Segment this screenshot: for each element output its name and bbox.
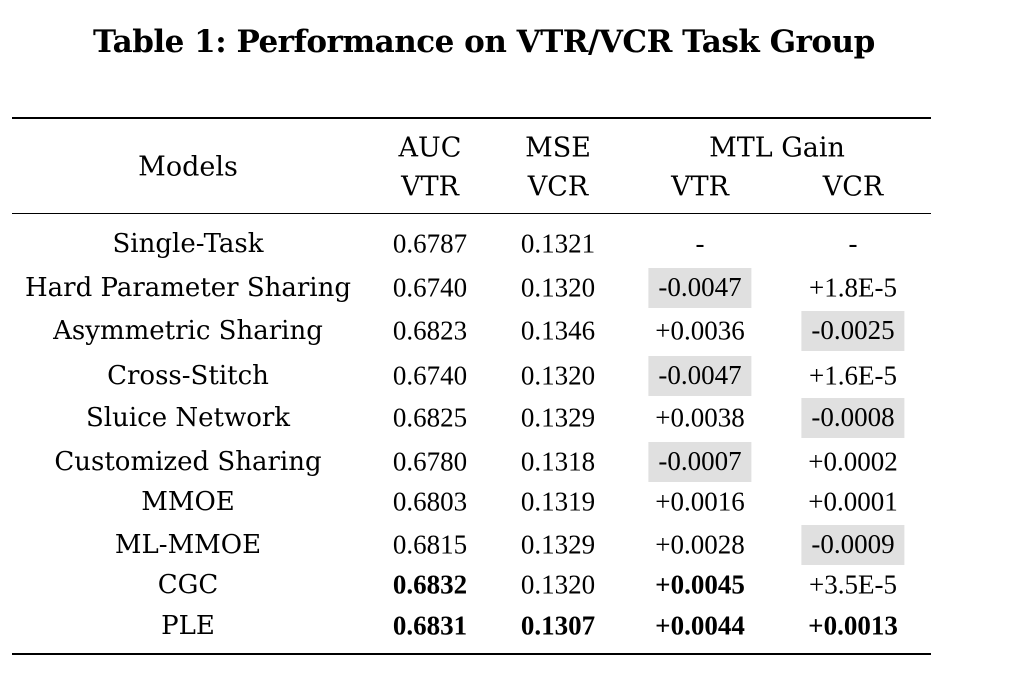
mse-value: 0.1346 <box>520 315 596 346</box>
gain-vtr-value: +0.0016 <box>655 486 745 517</box>
auc-value: 0.6815 <box>392 529 468 560</box>
auc-value: 0.6823 <box>392 315 468 346</box>
gain-vtr-value: +0.0045 <box>655 569 745 600</box>
model-name: CGC <box>157 570 219 600</box>
model-name: Cross-Stitch <box>107 361 269 391</box>
header-models: Models <box>138 151 238 183</box>
mse-value: 0.1329 <box>520 529 596 560</box>
bottom-rule <box>12 653 931 655</box>
gain-vcr-value: +0.0001 <box>808 486 898 517</box>
auc-value: 0.6803 <box>392 486 468 517</box>
gain-vcr-value: +0.0013 <box>808 610 898 641</box>
gain-vcr-value: -0.0025 <box>801 311 905 351</box>
table-caption: Table 1: Performance on VTR/VCR Task Gro… <box>93 24 875 60</box>
auc-value: 0.6740 <box>392 272 468 303</box>
auc-value: 0.6831 <box>392 610 468 641</box>
mse-value: 0.1307 <box>520 610 596 641</box>
header-rule <box>12 213 931 214</box>
model-name: ML-MMOE <box>114 530 262 560</box>
gain-vcr-value: +1.6E-5 <box>809 360 897 391</box>
gain-vtr-value: -0.0047 <box>648 356 752 396</box>
gain-vtr-value: +0.0036 <box>655 315 745 346</box>
model-name: Hard Parameter Sharing <box>24 273 352 303</box>
gain-vcr-value: - <box>848 228 858 259</box>
gain-vtr-value: +0.0028 <box>655 529 745 560</box>
gain-vtr-value: - <box>695 228 705 259</box>
gain-vtr-value: +0.0038 <box>655 402 745 433</box>
header-auc-vtr: VTR <box>401 171 459 203</box>
model-name: Customized Sharing <box>54 447 322 477</box>
auc-value: 0.6787 <box>392 228 468 259</box>
gain-vtr-value: -0.0007 <box>648 442 752 482</box>
model-name: Asymmetric Sharing <box>53 316 323 346</box>
auc-value: 0.6832 <box>392 569 468 600</box>
model-name: PLE <box>161 611 215 641</box>
header-gain-vcr: VCR <box>822 171 884 203</box>
mse-value: 0.1320 <box>520 272 596 303</box>
auc-value: 0.6780 <box>392 446 468 477</box>
gain-vtr-value: -0.0047 <box>648 268 752 308</box>
gain-vcr-value: -0.0008 <box>801 398 905 438</box>
header-mtl-gain: MTL Gain <box>709 132 845 164</box>
header-mse: MSE <box>525 132 591 164</box>
mse-value: 0.1320 <box>520 360 596 391</box>
gain-vcr-value: +0.0002 <box>808 446 898 477</box>
model-name: Sluice Network <box>85 403 291 433</box>
model-name: Single-Task <box>112 229 264 259</box>
gain-vcr-value: -0.0009 <box>801 525 905 565</box>
top-rule <box>12 117 931 119</box>
model-name: MMOE <box>141 487 235 517</box>
auc-value: 0.6825 <box>392 402 468 433</box>
mse-value: 0.1318 <box>520 446 596 477</box>
gain-vtr-value: +0.0044 <box>655 610 745 641</box>
gain-vcr-value: +3.5E-5 <box>809 569 897 600</box>
header-gain-vtr: VTR <box>671 171 729 203</box>
mse-value: 0.1321 <box>520 228 596 259</box>
gain-vcr-value: +1.8E-5 <box>809 272 897 303</box>
mse-value: 0.1329 <box>520 402 596 433</box>
header-mse-vcr: VCR <box>527 171 589 203</box>
mse-value: 0.1320 <box>520 569 596 600</box>
auc-value: 0.6740 <box>392 360 468 391</box>
header-auc: AUC <box>398 132 462 164</box>
mse-value: 0.1319 <box>520 486 596 517</box>
